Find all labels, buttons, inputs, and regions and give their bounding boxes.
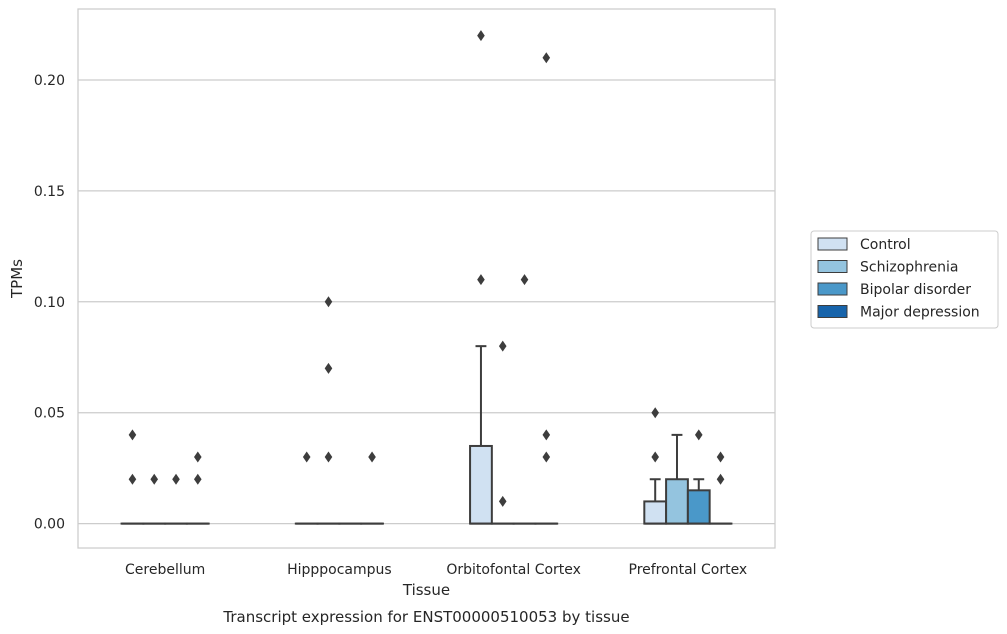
- outlier-point: [542, 52, 551, 64]
- x-tick-labels: Cerebellum Hipppocampus Orbitofontal Corte…: [125, 562, 747, 578]
- outlier-point: [716, 473, 725, 485]
- legend-frame: [810, 230, 999, 329]
- box-3-2: [686, 478, 711, 525]
- outlier-point: [651, 451, 660, 463]
- outlier-point: [128, 473, 137, 485]
- outlier-point: [324, 296, 333, 308]
- legend-swatch: [817, 282, 848, 296]
- legend-swatch: [817, 260, 848, 273]
- outliers: [128, 30, 725, 507]
- x-tick-label: Prefrontal Cortex: [629, 562, 748, 578]
- outlier-point: [172, 473, 180, 485]
- legend-label: Schizophrenia: [860, 260, 958, 276]
- chart-title: Transcript expression for ENST0000051005…: [222, 608, 629, 626]
- outlier-point: [498, 495, 507, 507]
- outlier-point: [128, 429, 137, 441]
- outlier-point: [324, 451, 333, 463]
- outlier-point: [193, 473, 202, 485]
- y-tick-label: 0.20: [34, 73, 65, 89]
- outlier-point: [542, 451, 551, 463]
- box-body: [643, 500, 668, 525]
- legend-label: Major depression: [860, 305, 980, 321]
- outlier-point: [520, 274, 529, 286]
- outlier-point: [302, 451, 311, 463]
- legend: Control Schizophrenia Bipolar disorder Majo…: [810, 230, 999, 329]
- x-axis-label: Tissue: [402, 581, 450, 599]
- box-body: [469, 444, 493, 525]
- outlier-point: [542, 429, 551, 441]
- y-tick-label: 0.15: [34, 184, 65, 200]
- outlier-point: [694, 429, 703, 441]
- outlier-point: [477, 30, 485, 42]
- x-tick-label: Orbitofontal Cortex: [446, 562, 581, 578]
- plot-background: [78, 9, 775, 548]
- outlier-point: [150, 473, 159, 485]
- legend-label: Control: [860, 237, 911, 253]
- y-tick-label: 0.05: [34, 406, 65, 422]
- outlier-point: [498, 340, 507, 352]
- plot-frame: [77, 8, 776, 549]
- y-tick-label: 0.00: [34, 517, 65, 533]
- legend-swatch: [817, 237, 848, 251]
- y-tick-labels: 0.00 0.05 0.10 0.15 0.20: [34, 73, 65, 533]
- boxes: [120, 345, 733, 525]
- box-body: [686, 489, 711, 525]
- y-axis-label: TPMs: [8, 259, 26, 299]
- outlier-point: [651, 407, 660, 419]
- box-body: [665, 478, 689, 525]
- x-tick-label: Cerebellum: [125, 562, 205, 578]
- outlier-point: [193, 451, 202, 463]
- y-tick-label: 0.10: [34, 295, 65, 311]
- box-3-0: [643, 478, 668, 525]
- box-2-0: [469, 345, 493, 525]
- outlier-point: [716, 451, 725, 463]
- legend-swatch: [817, 305, 848, 318]
- outlier-point: [477, 274, 485, 286]
- x-tick-label: Hipppocampus: [287, 562, 392, 578]
- outlier-point: [368, 451, 376, 463]
- legend-label: Bipolar disorder: [860, 282, 971, 298]
- outlier-point: [324, 362, 333, 374]
